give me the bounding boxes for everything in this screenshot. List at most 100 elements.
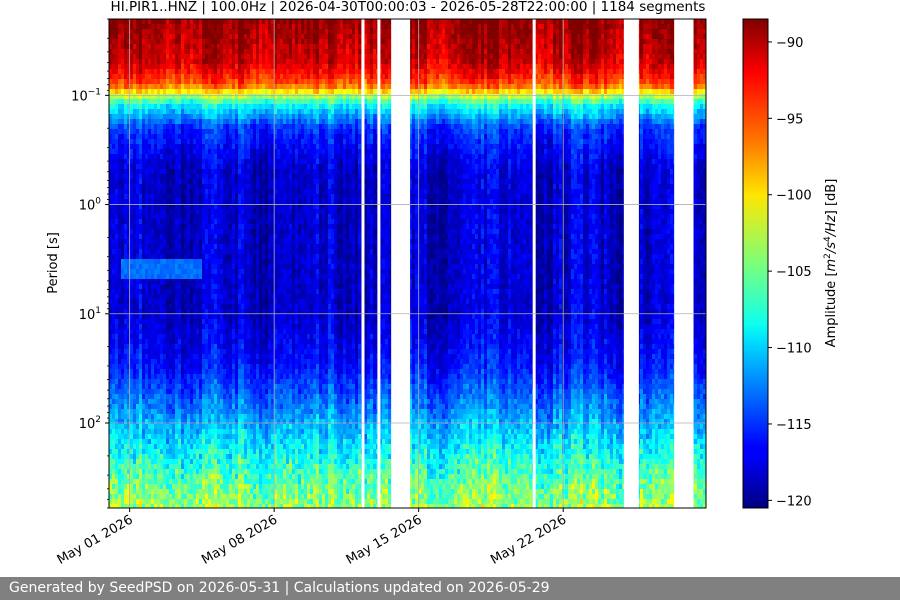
heatmap-cell: [154, 199, 158, 205]
heatmap-cell: [112, 379, 116, 385]
heatmap-cell: [163, 244, 167, 250]
heatmap-cell: [145, 179, 149, 185]
heatmap-cell: [148, 109, 152, 115]
heatmap-cell: [157, 284, 161, 290]
heatmap-cell: [109, 109, 113, 115]
heatmap-cell: [166, 389, 170, 395]
heatmap-cell: [160, 84, 164, 90]
heatmap-cell: [115, 174, 119, 180]
heatmap-cell: [157, 329, 161, 335]
heatmap-cell: [133, 344, 137, 350]
heatmap-cell: [154, 334, 158, 340]
heatmap-cell: [118, 274, 122, 280]
heatmap-cell: [124, 314, 128, 320]
heatmap-cell: [151, 104, 155, 110]
heatmap-cell: [109, 419, 113, 425]
heatmap-cell: [151, 89, 155, 95]
heatmap-cell: [139, 89, 143, 95]
heatmap-cell: [133, 464, 137, 470]
heatmap-cell: [115, 269, 119, 275]
heatmap-cell: [154, 244, 158, 250]
heatmap-cell: [154, 29, 158, 35]
heatmap-cell: [166, 419, 170, 425]
heatmap-cell: [118, 229, 122, 235]
heatmap-cell: [163, 319, 167, 325]
heatmap-cell: [142, 74, 146, 80]
heatmap-cell: [115, 404, 119, 410]
heatmap-cell: [121, 279, 125, 285]
heatmap-cell: [121, 54, 125, 60]
heatmap-cell: [118, 294, 122, 300]
heatmap-cell: [151, 444, 155, 450]
heatmap-cell: [133, 169, 137, 175]
heatmap-cell: [166, 444, 170, 450]
heatmap-cell: [163, 84, 167, 90]
heatmap-cell: [160, 369, 164, 375]
heatmap-cell: [133, 119, 137, 125]
heatmap-cell: [166, 79, 170, 85]
heatmap-cell: [109, 284, 113, 290]
heatmap-cell: [151, 484, 155, 490]
heatmap-cell: [130, 339, 134, 345]
heatmap-cell: [154, 209, 158, 215]
heatmap-cell: [151, 499, 155, 505]
heatmap-cell: [109, 364, 113, 370]
heatmap-cell: [130, 89, 134, 95]
heatmap-cell: [142, 484, 146, 490]
heatmap-cell: [163, 459, 167, 465]
heatmap-cell: [121, 424, 125, 430]
heatmap-cell: [118, 84, 122, 90]
heatmap-cell: [139, 189, 143, 195]
heatmap-cell: [136, 34, 140, 40]
heatmap-cell: [145, 79, 149, 85]
heatmap-cell: [136, 184, 140, 190]
heatmap-cell: [124, 384, 128, 390]
heatmap-cell: [109, 219, 113, 225]
heatmap-cell: [136, 489, 140, 495]
heatmap-cell: [118, 299, 122, 305]
heatmap-cell: [163, 429, 167, 435]
heatmap-cell: [133, 184, 137, 190]
heatmap-cell: [154, 119, 158, 125]
heatmap-cell: [145, 69, 149, 75]
heatmap-cell: [109, 334, 113, 340]
heatmap-cell: [109, 459, 113, 465]
heatmap-cell: [133, 334, 137, 340]
heatmap-cell: [142, 39, 146, 45]
heatmap-cell: [142, 279, 146, 285]
heatmap-cell: [109, 159, 113, 165]
heatmap-cell: [118, 404, 122, 410]
heatmap-cell: [121, 169, 125, 175]
heatmap-cell: [109, 484, 113, 490]
heatmap-cell: [145, 164, 149, 170]
heatmap-cell: [130, 274, 134, 280]
heatmap-cell: [115, 249, 119, 255]
heatmap-cell: [133, 434, 137, 440]
heatmap-cell: [109, 479, 113, 485]
heatmap-cell: [121, 344, 125, 350]
heatmap-cell: [133, 294, 137, 300]
heatmap-cell: [115, 294, 119, 300]
heatmap-cell: [124, 209, 128, 215]
heatmap-cell: [130, 369, 134, 375]
heatmap-cell: [124, 99, 128, 105]
heatmap-cell: [130, 44, 134, 50]
heatmap-cell: [133, 44, 137, 50]
heatmap-cell: [130, 164, 134, 170]
heatmap-cell: [109, 134, 113, 140]
heatmap-cell: [154, 144, 158, 150]
heatmap-cell: [139, 159, 143, 165]
heatmap-cell: [112, 329, 116, 335]
heatmap-cell: [133, 349, 137, 355]
heatmap-cell: [148, 104, 152, 110]
heatmap-cell: [109, 469, 113, 475]
heatmap-cell: [139, 389, 143, 395]
heatmap-cell: [136, 154, 140, 160]
heatmap-cell: [136, 299, 140, 305]
heatmap-cell: [163, 464, 167, 470]
heatmap-cell: [148, 159, 152, 165]
heatmap-cell: [130, 499, 134, 505]
heatmap-cell: [118, 419, 122, 425]
heatmap-cell: [109, 154, 113, 160]
heatmap-cell: [130, 244, 134, 250]
